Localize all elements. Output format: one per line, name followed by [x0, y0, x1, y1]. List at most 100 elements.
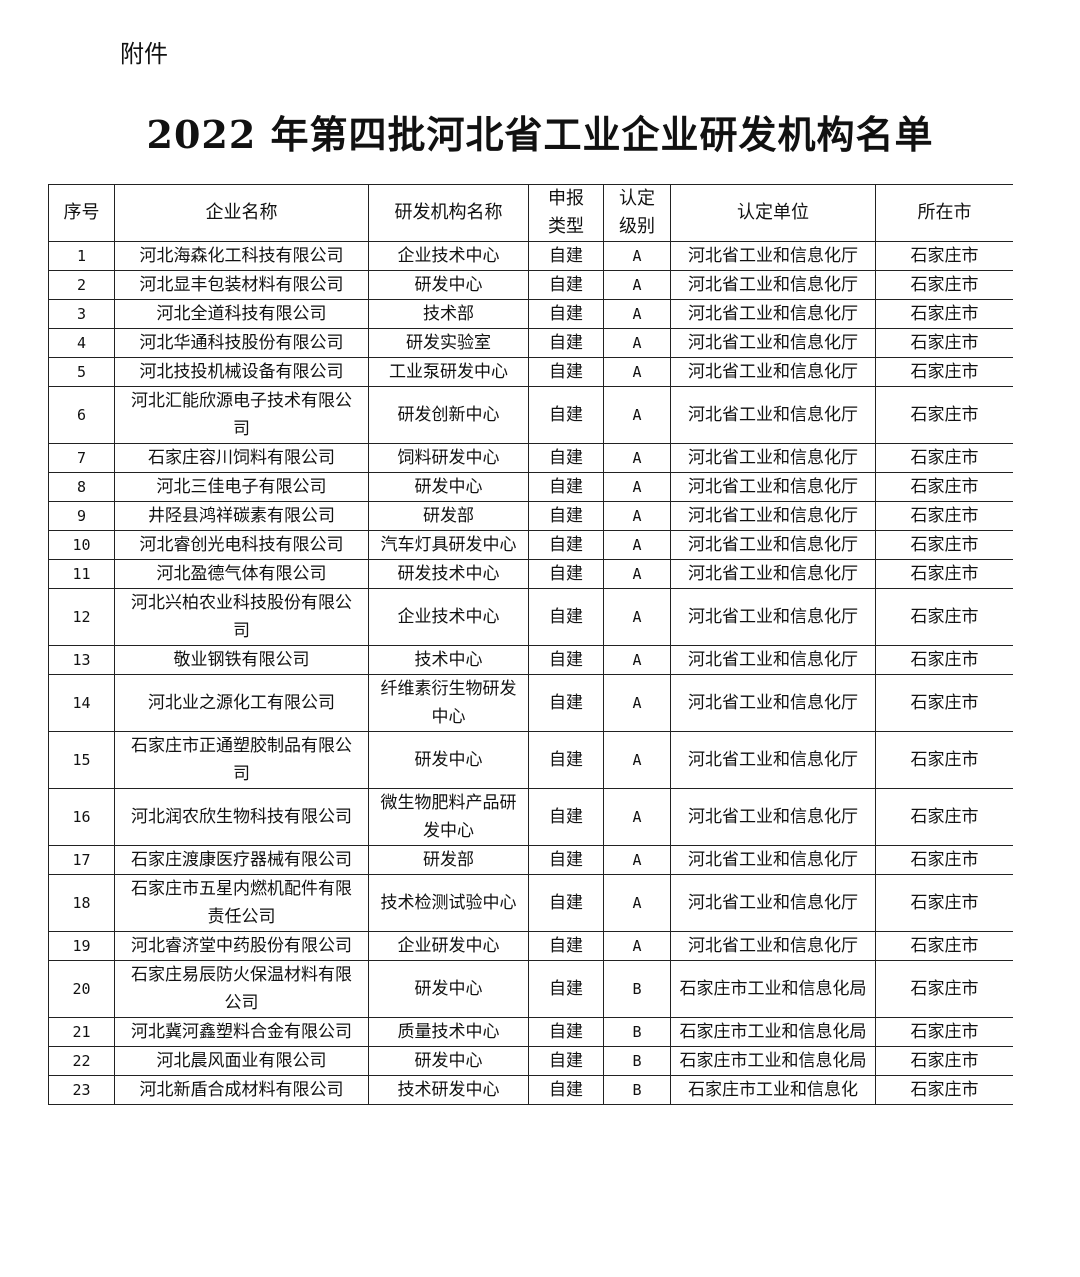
table-row: 22 河北晨风面业有限公司 研发中心 自建 B 石家庄市工业和信息化局 石家庄市 [48, 1046, 1013, 1076]
table-cell: 石家庄市五星内燃机配件有限责任公司 [114, 874, 369, 932]
table-cell: 自建 [528, 674, 604, 732]
table-cell: 自建 [528, 357, 604, 387]
table-row: 11 河北盈德气体有限公司 研发技术中心 自建 A 河北省工业和信息化厅 石家庄市 [48, 559, 1013, 589]
table-cell: 6 [48, 386, 115, 444]
table-cell: A [603, 443, 671, 473]
table-cell: 企业研发中心 [368, 931, 529, 961]
table-cell: 石家庄市 [875, 386, 1013, 444]
table-cell: 2 [48, 270, 115, 300]
table-row: 23 河北新盾合成材料有限公司 技术研发中心 自建 B 石家庄市工业和信息化 石家庄市 [48, 1075, 1013, 1105]
column-header: 序号 [48, 184, 115, 242]
table-cell: 石家庄市 [875, 845, 1013, 875]
table-cell: 河北省工业和信息化厅 [670, 443, 876, 473]
table-cell: 河北冀河鑫塑料合金有限公司 [114, 1017, 369, 1047]
table-cell: 河北省工业和信息化厅 [670, 357, 876, 387]
table-row: 13 敬业钢铁有限公司 技术中心 自建 A 河北省工业和信息化厅 石家庄市 [48, 645, 1013, 675]
table-cell: 23 [48, 1075, 115, 1105]
table-cell: 12 [48, 588, 115, 646]
table-cell: 石家庄市 [875, 472, 1013, 502]
table-cell: 河北睿创光电科技有限公司 [114, 530, 369, 560]
table-cell: 自建 [528, 241, 604, 271]
table-cell: 河北华通科技股份有限公司 [114, 328, 369, 358]
table-row: 6 河北汇能欣源电子技术有限公司 研发创新中心 自建 A 河北省工业和信息化厅 石家庄市 [48, 386, 1013, 444]
table-row: 19 河北睿济堂中药股份有限公司 企业研发中心 自建 A 河北省工业和信息化厅 石家庄市 [48, 931, 1013, 961]
column-header: 申报类型 [528, 184, 604, 242]
table-cell: 河北省工业和信息化厅 [670, 501, 876, 531]
table-cell: 汽车灯具研发中心 [368, 530, 529, 560]
table-cell: A [603, 731, 671, 789]
table-row: 1 河北海森化工科技有限公司 企业技术中心 自建 A 河北省工业和信息化厅 石家庄市 [48, 241, 1013, 271]
table-body: 1 河北海森化工科技有限公司 企业技术中心 自建 A 河北省工业和信息化厅 石家庄市 2 河北显… [48, 241, 1013, 1105]
table-cell: 石家庄市 [875, 731, 1013, 789]
table-cell: 5 [48, 357, 115, 387]
column-header: 认定单位 [670, 184, 876, 242]
table-cell: 河北省工业和信息化厅 [670, 674, 876, 732]
column-header-text: 序号 [63, 202, 100, 223]
table-cell: 17 [48, 845, 115, 875]
table-row: 18 石家庄市五星内燃机配件有限责任公司 技术检测试验中心 自建 A 河北省工业和信息化厅… [48, 874, 1013, 932]
table-row: 15 石家庄市正通塑胶制品有限公司 研发中心 自建 A 河北省工业和信息化厅 石家庄市 [48, 731, 1013, 789]
table-cell: 河北新盾合成材料有限公司 [114, 1075, 369, 1105]
table-cell: A [603, 645, 671, 675]
list-table: 序号 企业名称 研发机构名称 申报类型 认定级别 认定单位 所在市 1 河北海森化工科技有限公… [48, 184, 1013, 1105]
table-cell: 19 [48, 931, 115, 961]
table-cell: A [603, 270, 671, 300]
table-cell: 饲料研发中心 [368, 443, 529, 473]
table-cell: 河北省工业和信息化厅 [670, 845, 876, 875]
table-cell: 石家庄市 [875, 645, 1013, 675]
table-cell: 河北技投机械设备有限公司 [114, 357, 369, 387]
table-cell: 技术研发中心 [368, 1075, 529, 1105]
table-row: 14 河北业之源化工有限公司 纤维素衍生物研发中心 自建 A 河北省工业和信息化厅 石家庄市 [48, 674, 1013, 732]
table-cell: A [603, 530, 671, 560]
table-cell: 石家庄市 [875, 960, 1013, 1018]
table-cell: B [603, 1017, 671, 1047]
table-cell: 河北全道科技有限公司 [114, 299, 369, 329]
table-cell: 井陉县鸿祥碳素有限公司 [114, 501, 369, 531]
table-cell: 自建 [528, 874, 604, 932]
table-cell: 自建 [528, 472, 604, 502]
table-cell: 自建 [528, 645, 604, 675]
table-cell: 河北省工业和信息化厅 [670, 645, 876, 675]
table-row: 8 河北三佳电子有限公司 研发中心 自建 A 河北省工业和信息化厅 石家庄市 [48, 472, 1013, 502]
table-cell: A [603, 241, 671, 271]
table-row: 3 河北全道科技有限公司 技术部 自建 A 河北省工业和信息化厅 石家庄市 [48, 299, 1013, 329]
table-cell: 10 [48, 530, 115, 560]
column-header-text: 认定级别 [618, 188, 655, 237]
table-row: 2 河北显丰包装材料有限公司 研发中心 自建 A 河北省工业和信息化厅 石家庄市 [48, 270, 1013, 300]
table-cell: 自建 [528, 931, 604, 961]
table-cell: 研发中心 [368, 270, 529, 300]
table-cell: 河北省工业和信息化厅 [670, 731, 876, 789]
table-cell: 河北三佳电子有限公司 [114, 472, 369, 502]
table-cell: 22 [48, 1046, 115, 1076]
table-container: 序号 企业名称 研发机构名称 申报类型 认定级别 认定单位 所在市 1 河北海森化工科技有限公… [48, 184, 1013, 1254]
table-cell: 石家庄易辰防火保温材料有限公司 [114, 960, 369, 1018]
table-cell: 河北晨风面业有限公司 [114, 1046, 369, 1076]
table-cell: 石家庄市 [875, 270, 1013, 300]
table-cell: 自建 [528, 788, 604, 846]
table-row: 4 河北华通科技股份有限公司 研发实验室 自建 A 河北省工业和信息化厅 石家庄市 [48, 328, 1013, 358]
table-cell: 石家庄市 [875, 788, 1013, 846]
table-row: 12 河北兴柏农业科技股份有限公司 企业技术中心 自建 A 河北省工业和信息化厅 石家庄市 [48, 588, 1013, 646]
column-header-text: 认定单位 [737, 202, 809, 223]
table-cell: 14 [48, 674, 115, 732]
table-cell: 河北省工业和信息化厅 [670, 530, 876, 560]
table-cell: 研发中心 [368, 731, 529, 789]
table-cell: 敬业钢铁有限公司 [114, 645, 369, 675]
table-cell: A [603, 874, 671, 932]
table-cell: B [603, 1046, 671, 1076]
table-cell: 企业技术中心 [368, 588, 529, 646]
table-cell: A [603, 674, 671, 732]
table-cell: 工业泵研发中心 [368, 357, 529, 387]
table-cell: A [603, 357, 671, 387]
table-cell: 石家庄市 [875, 501, 1013, 531]
table-cell: 石家庄市 [875, 530, 1013, 560]
table-cell: 石家庄市工业和信息化局 [670, 960, 876, 1018]
table-cell: 自建 [528, 501, 604, 531]
table-cell: B [603, 960, 671, 1018]
table-cell: 研发部 [368, 501, 529, 531]
table-cell: 河北省工业和信息化厅 [670, 874, 876, 932]
table-cell: 石家庄市正通塑胶制品有限公司 [114, 731, 369, 789]
column-header-text: 企业名称 [205, 202, 278, 223]
table-cell: 微生物肥料产品研发中心 [368, 788, 529, 846]
table-cell: 研发中心 [368, 472, 529, 502]
